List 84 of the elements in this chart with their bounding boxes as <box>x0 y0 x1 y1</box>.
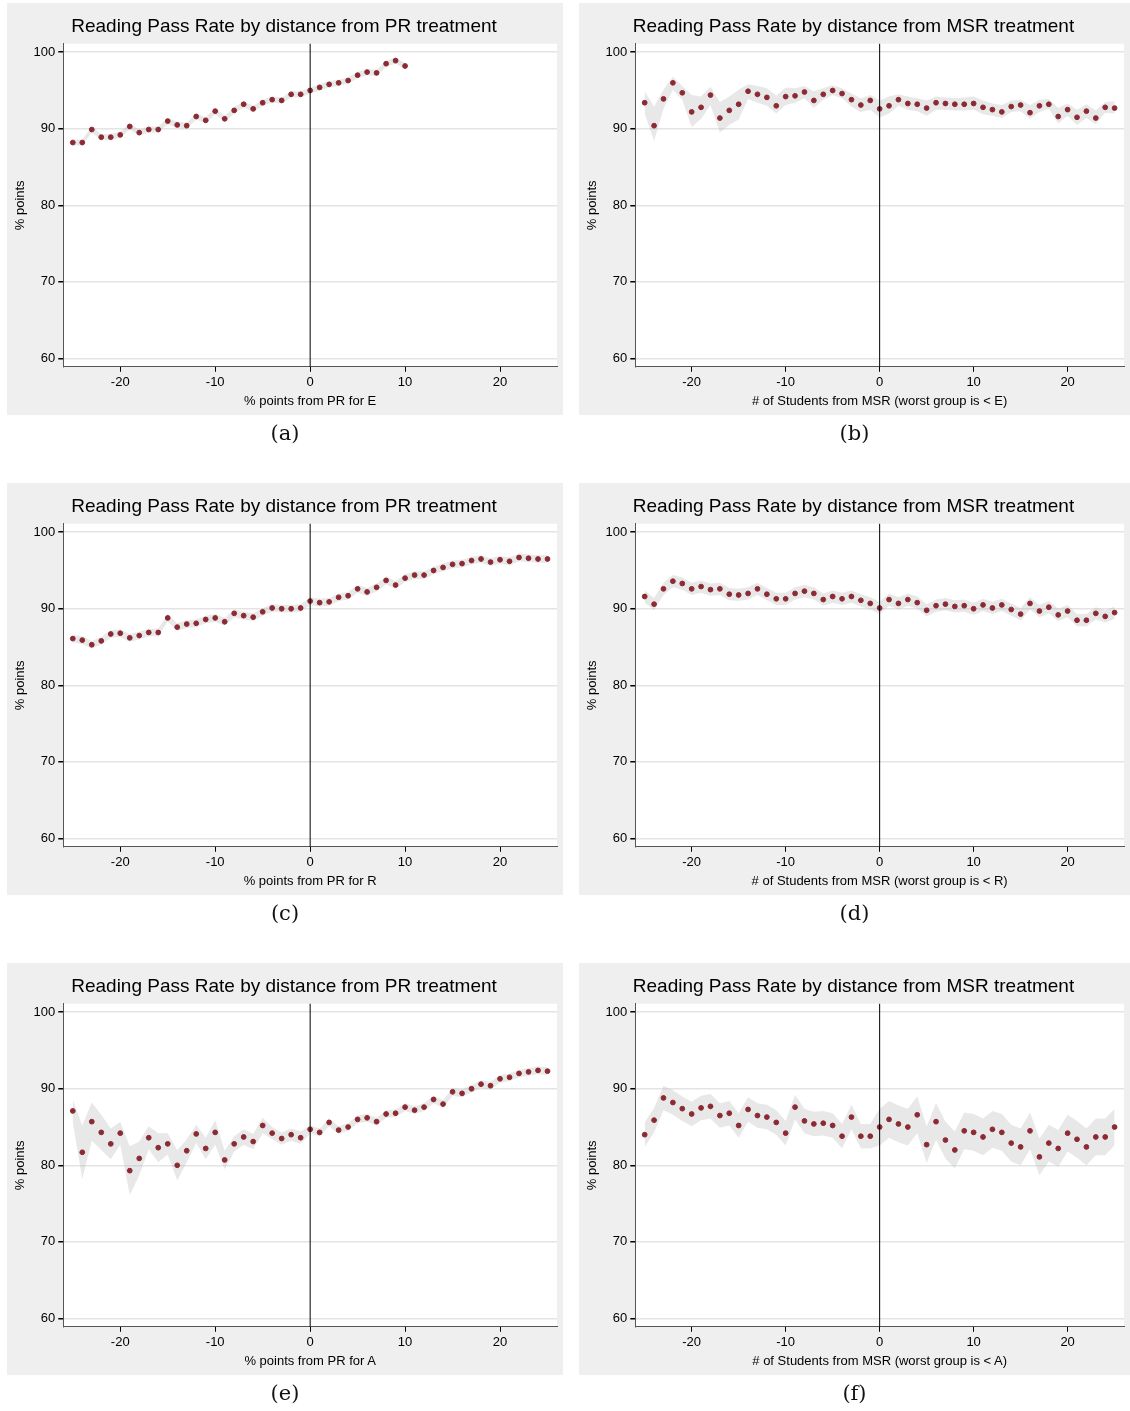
chart-title: Reading Pass Rate by distance from PR treatment <box>71 14 498 36</box>
y-tick-label: 60 <box>40 1309 56 1325</box>
y-tick-label: 80 <box>612 1156 628 1172</box>
y-tick-label: 70 <box>40 1233 56 1249</box>
x-axis-title: % points from PR for R <box>243 872 377 888</box>
x-tick-label: 20 <box>1060 1334 1075 1350</box>
x-tick-label: 20 <box>1060 854 1075 870</box>
y-tick-label: 70 <box>612 1233 628 1249</box>
y-axis-title: % points <box>584 179 600 231</box>
chart-title: Reading Pass Rate by distance from PR treatment <box>71 974 498 996</box>
y-tick-label: 90 <box>40 600 56 616</box>
x-tick-label: -20 <box>682 854 702 870</box>
x-tick-label: -10 <box>776 854 796 870</box>
y-tick-label: 80 <box>40 1156 56 1172</box>
x-tick-label: 10 <box>966 1334 981 1350</box>
x-tick-label: 10 <box>966 854 981 870</box>
x-tick-label: -20 <box>110 1334 130 1350</box>
y-tick-label: 100 <box>33 1003 56 1019</box>
chart-title: Reading Pass Rate by distance from MSR treatment <box>632 974 1075 996</box>
chart-title: Reading Pass Rate by distance from PR treatment <box>71 494 498 516</box>
y-tick-label: 90 <box>612 120 628 136</box>
x-axis-title: # of Students from MSR (worst group is < E) <box>751 392 1008 408</box>
y-tick-label: 90 <box>612 1080 628 1096</box>
x-tick-label: 0 <box>306 854 314 870</box>
x-tick-label: -20 <box>682 374 702 390</box>
x-tick-label: -10 <box>776 1334 796 1350</box>
y-axis-title: % points <box>12 659 28 711</box>
y-tick-label: 80 <box>40 196 56 212</box>
y-tick-label: 90 <box>612 600 628 616</box>
y-tick-label: 70 <box>612 753 628 769</box>
x-axis-title: # of Students from MSR (worst group is < R) <box>751 872 1008 888</box>
y-tick-label: 100 <box>33 43 56 59</box>
x-tick-label: -20 <box>110 854 130 870</box>
y-axis-title: % points <box>12 179 28 231</box>
chart-title: Reading Pass Rate by distance from MSR treatment <box>632 494 1075 516</box>
y-tick-label: 60 <box>612 349 628 365</box>
y-tick-label: 90 <box>40 1080 56 1096</box>
text: (c) <box>269 901 301 925</box>
y-axis-title: % points <box>12 1139 28 1191</box>
x-tick-label: 0 <box>876 854 884 870</box>
text: (b) <box>838 421 871 445</box>
x-tick-label: 10 <box>966 374 981 390</box>
y-tick-label: 100 <box>605 523 628 539</box>
y-axis-title: % points <box>584 659 600 711</box>
y-tick-label: 80 <box>40 676 56 692</box>
x-axis-title: % points from PR for A <box>244 1352 377 1368</box>
x-tick-label: 0 <box>306 1334 314 1350</box>
x-tick-label: -10 <box>205 854 225 870</box>
x-tick-label: 20 <box>492 1334 508 1350</box>
y-tick-label: 100 <box>605 43 628 59</box>
y-tick-label: 60 <box>40 829 56 845</box>
y-tick-label: 80 <box>612 676 628 692</box>
x-tick-label: -20 <box>110 374 130 390</box>
x-tick-label: 20 <box>1060 374 1075 390</box>
text: (e) <box>269 1381 301 1405</box>
x-tick-label: -20 <box>682 1334 702 1350</box>
x-axis-title: % points from PR for E <box>244 392 377 408</box>
x-tick-label: 0 <box>876 1334 884 1350</box>
y-tick-label: 60 <box>612 1309 628 1325</box>
x-tick-label: 10 <box>397 854 413 870</box>
y-tick-label: 100 <box>605 1003 628 1019</box>
y-tick-label: 90 <box>40 120 56 136</box>
y-tick-label: 60 <box>612 829 628 845</box>
y-tick-label: 80 <box>612 196 628 212</box>
x-tick-label: -10 <box>776 374 796 390</box>
y-tick-label: 60 <box>40 349 56 365</box>
x-tick-label: 20 <box>492 374 508 390</box>
x-tick-label: 20 <box>492 854 508 870</box>
y-tick-label: 70 <box>612 273 628 289</box>
y-tick-label: 100 <box>33 523 56 539</box>
x-tick-label: 0 <box>876 374 884 390</box>
x-tick-label: 10 <box>397 1334 413 1350</box>
x-tick-label: -10 <box>205 374 225 390</box>
x-tick-label: 0 <box>306 374 314 390</box>
text: (d) <box>838 901 871 925</box>
x-tick-label: -10 <box>205 1334 225 1350</box>
chart-title: Reading Pass Rate by distance from MSR treatment <box>632 14 1075 36</box>
x-axis-title: # of Students from MSR (worst group is < A) <box>752 1352 1007 1368</box>
text: (f) <box>841 1381 868 1405</box>
text: (a) <box>269 421 301 445</box>
x-tick-label: 10 <box>397 374 413 390</box>
y-tick-label: 70 <box>40 273 56 289</box>
y-tick-label: 70 <box>40 753 56 769</box>
y-axis-title: % points <box>584 1139 600 1191</box>
